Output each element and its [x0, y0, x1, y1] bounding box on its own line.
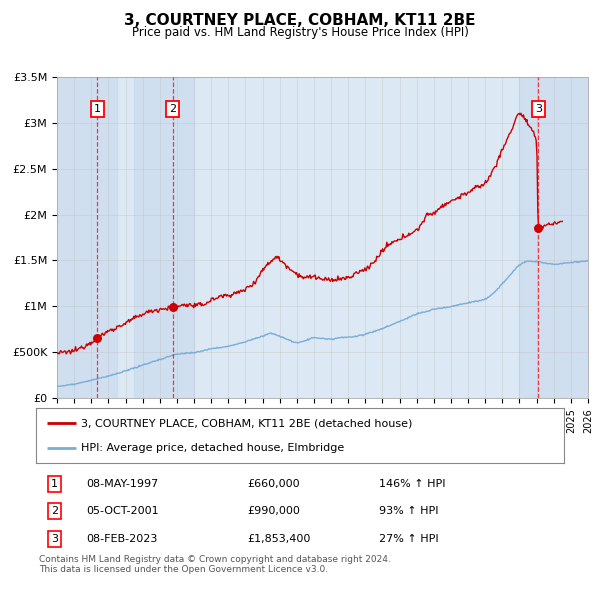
Text: £990,000: £990,000 [247, 506, 300, 516]
Bar [520, 77, 588, 398]
Text: 3, COURTNEY PLACE, COBHAM, KT11 2BE: 3, COURTNEY PLACE, COBHAM, KT11 2BE [124, 13, 476, 28]
Text: 05-OCT-2001: 05-OCT-2001 [86, 506, 159, 516]
Text: 93% ↑ HPI: 93% ↑ HPI [379, 506, 439, 516]
Text: 146% ↑ HPI: 146% ↑ HPI [379, 479, 446, 489]
Text: 1: 1 [94, 104, 101, 114]
Text: HPI: Average price, detached house, Elmbridge: HPI: Average price, detached house, Elmb… [81, 443, 344, 453]
Text: 1: 1 [51, 479, 58, 489]
Text: 08-FEB-2023: 08-FEB-2023 [86, 534, 158, 544]
Text: £660,000: £660,000 [247, 479, 300, 489]
Text: 3, COURTNEY PLACE, COBHAM, KT11 2BE (detached house): 3, COURTNEY PLACE, COBHAM, KT11 2BE (det… [81, 418, 412, 428]
Text: 3: 3 [535, 104, 542, 114]
Text: 2: 2 [51, 506, 58, 516]
Text: 08-MAY-1997: 08-MAY-1997 [86, 479, 158, 489]
Text: 2: 2 [169, 104, 176, 114]
Text: 3: 3 [51, 534, 58, 544]
Bar [57, 77, 117, 398]
Text: Price paid vs. HM Land Registry's House Price Index (HPI): Price paid vs. HM Land Registry's House … [131, 26, 469, 39]
Text: £1,853,400: £1,853,400 [247, 534, 311, 544]
Bar [134, 77, 194, 398]
Text: Contains HM Land Registry data © Crown copyright and database right 2024.
This d: Contains HM Land Registry data © Crown c… [39, 555, 391, 574]
Text: 27% ↑ HPI: 27% ↑ HPI [379, 534, 439, 544]
